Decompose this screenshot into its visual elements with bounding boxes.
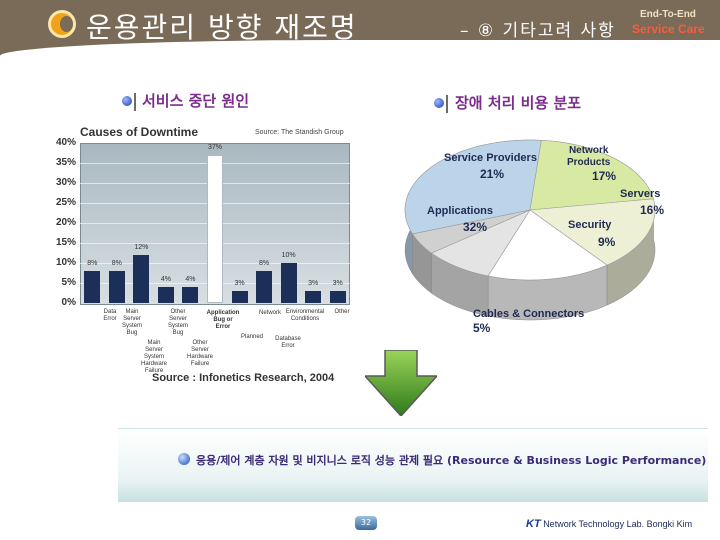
- y-tick-label: 25%: [55, 197, 76, 208]
- bar-value-label: 3%: [308, 280, 319, 287]
- x-tick-label: Main Server System Hardware Failure: [140, 340, 167, 374]
- bar: [133, 255, 150, 303]
- pie-slice-label: Security: [568, 219, 612, 231]
- pie-slice-label: Applications: [427, 205, 494, 217]
- pie-slice: [529, 198, 656, 266]
- x-tick-label: Main Server System Bug: [121, 309, 142, 336]
- x-tick-label: Network: [258, 310, 281, 316]
- bar: [108, 271, 125, 303]
- bar-value-label: 12%: [134, 244, 149, 251]
- left-section-heading: 서비스 중단 원인: [142, 92, 250, 110]
- slide-subtitle: – ⑧ 기타고려 사항: [460, 21, 616, 41]
- x-tick-label: Other Server Hardware Failure: [186, 340, 213, 367]
- footer-credit: KT Network Technology Lab. Bongki Kim: [526, 518, 692, 530]
- bullet-icon: [434, 95, 448, 113]
- pie-slice-label: Network Products: [567, 145, 611, 168]
- bar-value-label: 4%: [185, 276, 196, 283]
- pie-slice: [529, 139, 654, 211]
- bar: [182, 287, 199, 303]
- bar: [256, 271, 273, 303]
- y-tick-label: 30%: [55, 177, 76, 188]
- bar-value-label: 8%: [87, 260, 98, 267]
- pie-slice-value: 17%: [592, 169, 617, 183]
- bar: [157, 287, 174, 303]
- y-tick-label: 20%: [55, 217, 76, 228]
- pie-slice: [487, 209, 608, 281]
- x-tick-label: Other Server System Bug: [167, 309, 188, 336]
- pie-slice-value: 16%: [640, 203, 665, 217]
- bar-value-label: 8%: [111, 260, 122, 267]
- pie-slice: [412, 209, 531, 254]
- x-tick-label: Application Bug or Error: [206, 310, 240, 330]
- bullet-icon: [122, 93, 136, 111]
- footer-text: Network Technology Lab. Bongki Kim: [543, 519, 693, 529]
- bottom-message-box: [118, 428, 708, 502]
- pie-slice-label: Servers: [620, 188, 661, 200]
- bar: [207, 155, 223, 303]
- bar-chart: 8% 8% 12% 4% 4% 37% 3% 8% 10% 3% 3%: [80, 143, 350, 303]
- brand-line-1: End-To-End: [640, 9, 696, 20]
- brand-line-2: Service Care: [632, 22, 705, 36]
- bar-chart-title: Causes of Downtime: [80, 125, 199, 139]
- x-tick-label: Other: [334, 309, 350, 315]
- pie-slice-label: Cables & Connectors: [473, 308, 585, 320]
- pie-slice-value: 32%: [463, 220, 488, 234]
- x-tick-label: Data Error: [103, 309, 117, 322]
- bar-value-label: 4%: [160, 276, 171, 283]
- bar: [231, 291, 248, 303]
- x-tick-label: Environmental Conditions: [285, 309, 325, 322]
- y-tick-label: 35%: [55, 157, 76, 168]
- bullet-icon: [178, 453, 190, 465]
- pie-slice-value: 5%: [473, 321, 491, 335]
- kt-logo: KT: [526, 518, 541, 530]
- bar-value-label: 3%: [234, 280, 245, 287]
- pie-slice-value: 21%: [480, 167, 505, 181]
- logo-icon: [48, 10, 76, 38]
- bar: [84, 271, 101, 303]
- bar-chart-source: Source: The Standish Group: [255, 129, 344, 136]
- bar: [305, 291, 322, 303]
- bar-value-label: 10%: [281, 252, 296, 259]
- pie-slice: [430, 209, 531, 277]
- pie-slice: [404, 139, 542, 235]
- slide-title: 운용관리 방향 재조명: [86, 11, 358, 44]
- left-source-note: Source : Infonetics Research, 2004: [152, 372, 335, 384]
- page-number: 32: [355, 516, 377, 530]
- right-section-heading: 장애 처리 비용 분포: [455, 94, 582, 112]
- bar-value-label: 8%: [259, 260, 270, 267]
- bar: [280, 263, 297, 303]
- y-tick-label: 0%: [61, 297, 76, 308]
- y-tick-label: 40%: [55, 137, 76, 148]
- x-tick-label: Database Error: [275, 336, 301, 349]
- bar: [329, 291, 346, 303]
- pie-slice-label: Service Providers: [444, 152, 537, 164]
- y-tick-label: 10%: [55, 257, 76, 268]
- bar-value-label: 37%: [207, 144, 222, 151]
- x-tick-label: Planned: [240, 334, 264, 340]
- header-band: 운용관리 방향 재조명 – ⑧ 기타고려 사항 End-To-End Servi…: [0, 0, 720, 56]
- pie-slice-value: 9%: [598, 235, 616, 249]
- bottom-message: 응용/제어 계층 자원 및 비지니스 로직 성능 관제 필요 (Resource…: [196, 454, 707, 467]
- y-tick-label: 5%: [61, 277, 76, 288]
- down-arrow-icon: [365, 350, 437, 416]
- bar-value-label: 3%: [332, 280, 343, 287]
- y-tick-label: 15%: [55, 237, 76, 248]
